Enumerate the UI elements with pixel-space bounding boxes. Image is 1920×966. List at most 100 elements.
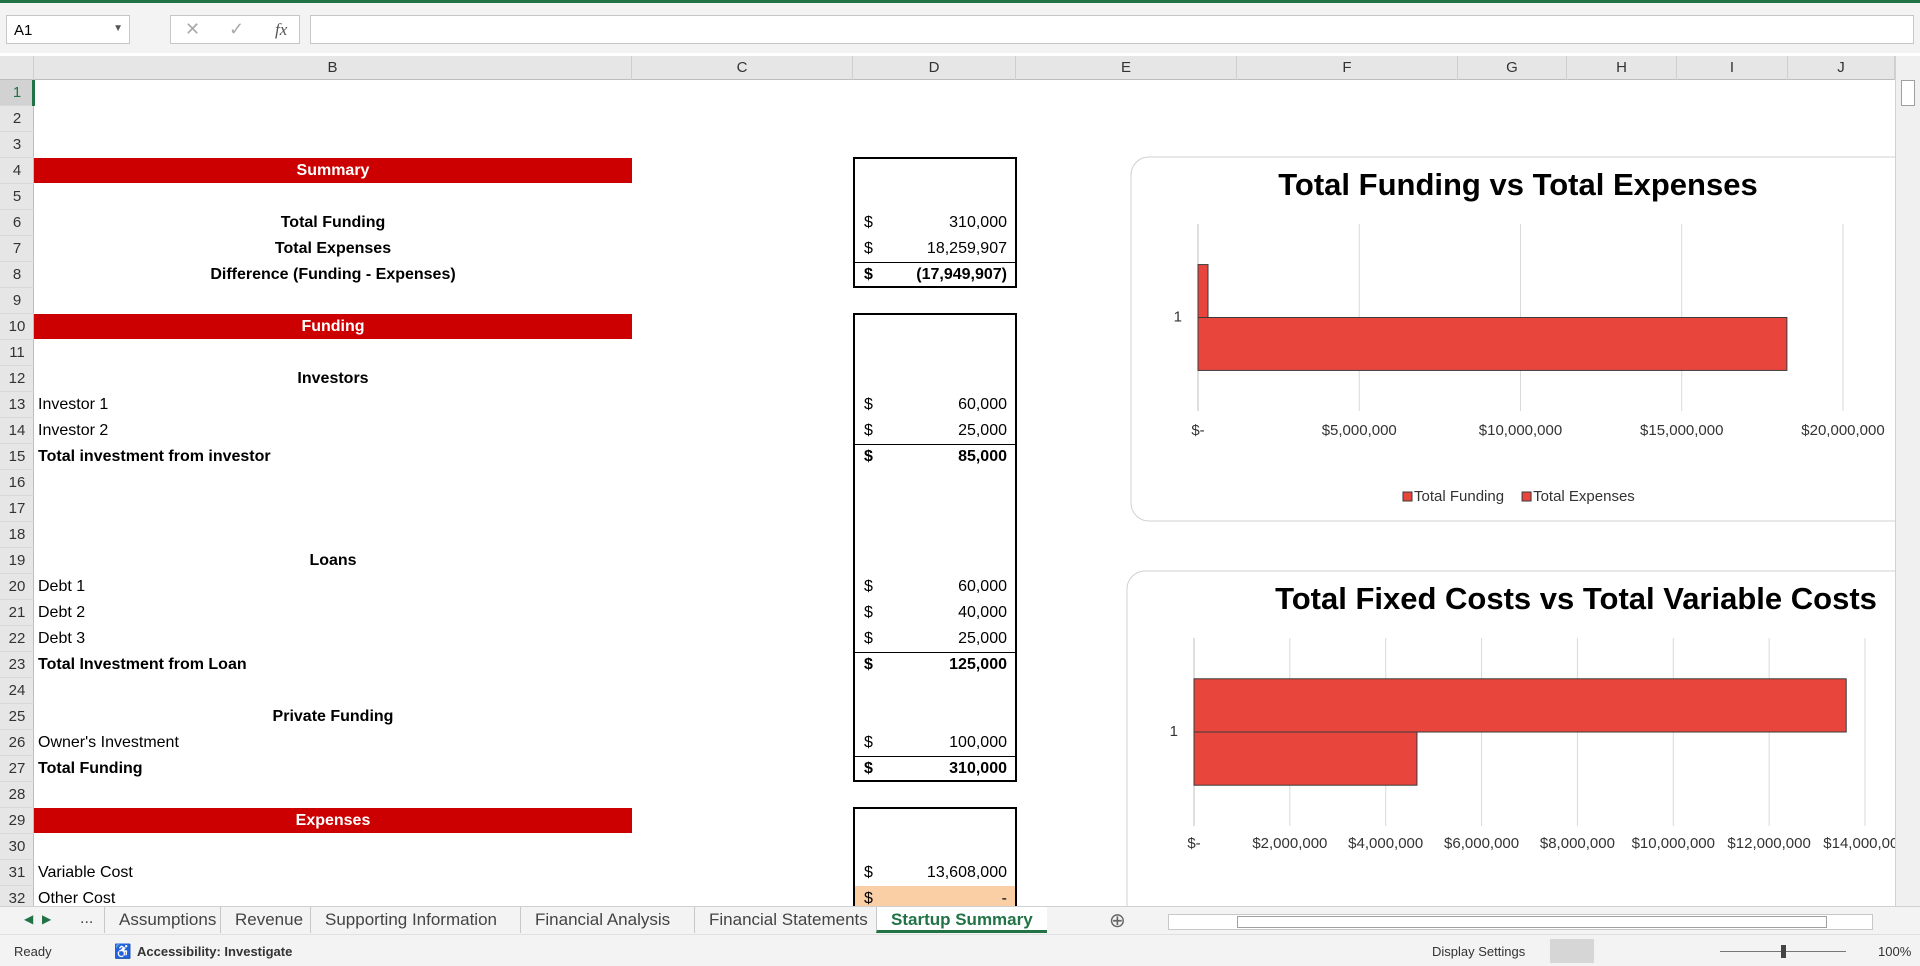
column-header[interactable]: C — [632, 56, 853, 80]
label-cell: Investor 2 — [38, 422, 109, 439]
row-number[interactable]: 15 — [0, 444, 34, 470]
column-header[interactable]: B — [34, 56, 632, 80]
row-number[interactable]: 16 — [0, 470, 34, 496]
add-sheet[interactable]: ⊕ — [1109, 910, 1126, 932]
value-cell: 60,000 — [958, 396, 1007, 413]
tab-prev[interactable]: ◀ — [24, 912, 34, 926]
row-number[interactable]: 20 — [0, 574, 34, 600]
bar — [1197, 264, 1209, 318]
row-number[interactable]: 13 — [0, 392, 34, 418]
currency-symbol: $ — [864, 578, 873, 595]
x-tick-label: $4,000,000 — [1348, 835, 1423, 852]
row-number[interactable]: 18 — [0, 522, 34, 548]
vertical-scrollbar[interactable] — [1895, 56, 1920, 906]
row-number[interactable]: 10 — [0, 314, 34, 340]
row-number[interactable]: 4 — [0, 158, 34, 184]
currency-symbol: $ — [864, 266, 873, 283]
value-cell: (17,949,907) — [916, 266, 1007, 283]
legend-swatch — [1521, 491, 1532, 502]
label-cell: Difference (Funding - Expenses) — [210, 266, 456, 283]
sheet-tab[interactable]: Startup Summary — [876, 907, 1047, 933]
value-cell: 100,000 — [949, 734, 1007, 751]
accessibility-icon[interactable]: ♿ — [114, 943, 132, 959]
row-number[interactable]: 29 — [0, 808, 34, 834]
row-number[interactable]: 1 — [0, 80, 34, 106]
row-number[interactable]: 17 — [0, 496, 34, 522]
row-number[interactable]: 6 — [0, 210, 34, 236]
function-button[interactable]: fx — [275, 20, 288, 39]
row-number[interactable]: 12 — [0, 366, 34, 392]
column-header[interactable]: J — [1788, 56, 1895, 80]
chart-area — [1126, 570, 1895, 906]
title-accent — [0, 0, 1920, 3]
x-tick-label: $12,000,000 — [1727, 835, 1810, 852]
column-header[interactable]: F — [1237, 56, 1458, 80]
row-number[interactable]: 24 — [0, 678, 34, 704]
row-number[interactable]: 3 — [0, 132, 34, 158]
name-box[interactable]: A1 ▼ — [6, 15, 130, 44]
row-number[interactable]: 23 — [0, 652, 34, 678]
column-header[interactable]: I — [1677, 56, 1788, 80]
x-tick-label: $8,000,000 — [1540, 835, 1615, 852]
bar — [1197, 317, 1788, 371]
row-number[interactable]: 19 — [0, 548, 34, 574]
row-number[interactable]: 26 — [0, 730, 34, 756]
bar — [1193, 678, 1847, 733]
sheet-grid: 1 2 3 4 Summary 5 6 Total Funding $310,000 7 Total… — [0, 80, 1895, 906]
dropdown-arrow[interactable]: ▼ — [113, 23, 123, 34]
column-header[interactable]: D — [853, 56, 1016, 80]
tab-next[interactable]: ▶ — [42, 912, 52, 926]
sheet-tab[interactable]: Assumptions — [104, 907, 230, 933]
accessibility-status[interactable]: Accessibility: Investigate — [137, 944, 293, 959]
value-cell: 25,000 — [958, 630, 1007, 647]
total-border — [853, 444, 1016, 445]
row-number[interactable]: 5 — [0, 184, 34, 210]
sheet-tab[interactable]: Revenue — [220, 907, 317, 933]
y-tick-label: 1 — [1170, 723, 1178, 740]
enter-icon[interactable]: ✓ — [229, 19, 245, 39]
row-number[interactable]: 21 — [0, 600, 34, 626]
sheet-tab[interactable]: Financial Analysis — [520, 907, 684, 933]
status-bar: Ready ♿ Accessibility: Investigate Displ… — [0, 934, 1920, 966]
total-border — [853, 652, 1016, 653]
row-number[interactable]: 11 — [0, 340, 34, 366]
value-cell: 18,259,907 — [926, 240, 1007, 257]
sheet-tab[interactable]: Financial Statements — [694, 907, 882, 933]
zoom-thumb[interactable] — [1781, 945, 1786, 958]
x-tick-label: $5,000,000 — [1322, 422, 1397, 439]
row-number[interactable]: 7 — [0, 236, 34, 262]
column-header[interactable]: E — [1016, 56, 1237, 80]
total-border — [853, 756, 1016, 757]
row-number[interactable]: 31 — [0, 860, 34, 886]
row-number[interactable]: 27 — [0, 756, 34, 782]
active-cell — [32, 80, 35, 106]
row-number[interactable]: 2 — [0, 106, 34, 132]
display-settings[interactable]: Display Settings — [1432, 944, 1526, 959]
h-scroll-thumb[interactable] — [1237, 916, 1827, 928]
section-header: Expenses — [34, 808, 632, 833]
row-number[interactable]: 9 — [0, 288, 34, 314]
row-number[interactable]: 14 — [0, 418, 34, 444]
currency-symbol: $ — [864, 396, 873, 413]
row-number[interactable]: 32 — [0, 886, 34, 906]
column-header[interactable]: G — [1458, 56, 1567, 80]
row-number[interactable]: 8 — [0, 262, 34, 288]
tab-more[interactable]: ... — [80, 910, 94, 927]
horizontal-scrollbar[interactable] — [1168, 914, 1873, 930]
value-cell: 60,000 — [958, 578, 1007, 595]
label-cell: Debt 2 — [38, 604, 86, 621]
row-number[interactable]: 30 — [0, 834, 34, 860]
row-number[interactable]: 28 — [0, 782, 34, 808]
formula-input[interactable] — [310, 15, 1914, 44]
cancel-icon[interactable]: ✕ — [185, 19, 201, 39]
column-header[interactable]: H — [1567, 56, 1677, 80]
row-number[interactable]: 22 — [0, 626, 34, 652]
select-all[interactable] — [0, 56, 34, 80]
normal-view-button[interactable] — [1550, 939, 1594, 963]
row-number[interactable]: 25 — [0, 704, 34, 730]
sheet-tab[interactable]: Supporting Information — [310, 907, 511, 933]
scroll-thumb[interactable] — [1901, 80, 1915, 106]
label-cell: Variable Cost — [38, 864, 133, 881]
label-cell: Total Funding — [38, 760, 143, 777]
